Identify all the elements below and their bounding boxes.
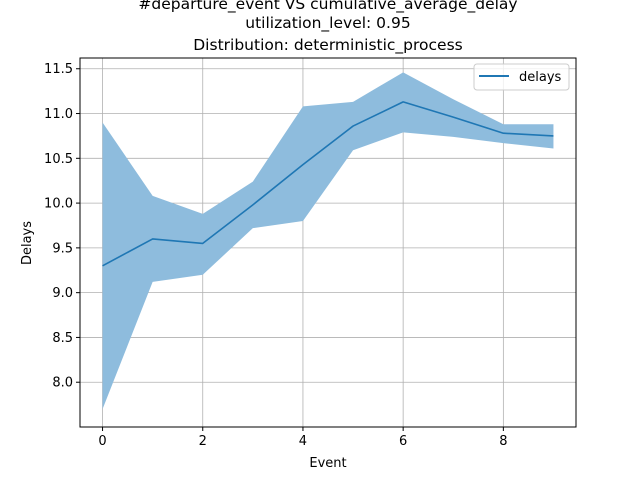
title-line-3: Distribution: deterministic_process [193,36,463,55]
y-tick-label-7: 11.5 [44,62,73,77]
plot-border [79,57,577,428]
chart-title: #departure_event VS cumulative_average_d… [138,0,517,55]
x-tick-label-2: 4 [299,434,307,449]
y-axis-label: Delays [20,221,35,265]
band-delays [102,72,554,410]
x-tick-label-0: 0 [98,434,106,449]
x-tick-label-3: 6 [399,434,407,449]
y-axis-ticks: 8.0 8.5 9.0 9.5 10.0 10.5 11.0 11.5 [44,62,80,391]
legend-label-delays: delays [519,70,562,85]
legend-box [473,63,570,91]
y-tick-label-6: 11.0 [44,107,73,122]
y-tick-label-5: 10.5 [44,152,73,167]
y-tick-label-0: 8.0 [52,376,73,391]
x-tick-label-4: 8 [499,434,507,449]
confidence-band [102,72,554,410]
x-tick-label-1: 2 [199,434,207,449]
x-axis-ticks: 0 2 4 6 8 [98,427,507,449]
y-tick-label-2: 9.0 [52,286,73,301]
series-line-delays [102,101,554,267]
y-tick-label-4: 10.0 [44,197,73,212]
title-line-1: #departure_event VS cumulative_average_d… [138,0,517,14]
y-tick-label-3: 9.5 [52,241,73,256]
title-line-2: utilization_level: 0.95 [245,14,410,33]
plot-frame [79,57,577,428]
legend: delays [473,63,570,91]
series-lines [102,101,554,267]
x-axis-label: Event [309,456,346,471]
y-tick-label-1: 8.5 [52,331,73,346]
